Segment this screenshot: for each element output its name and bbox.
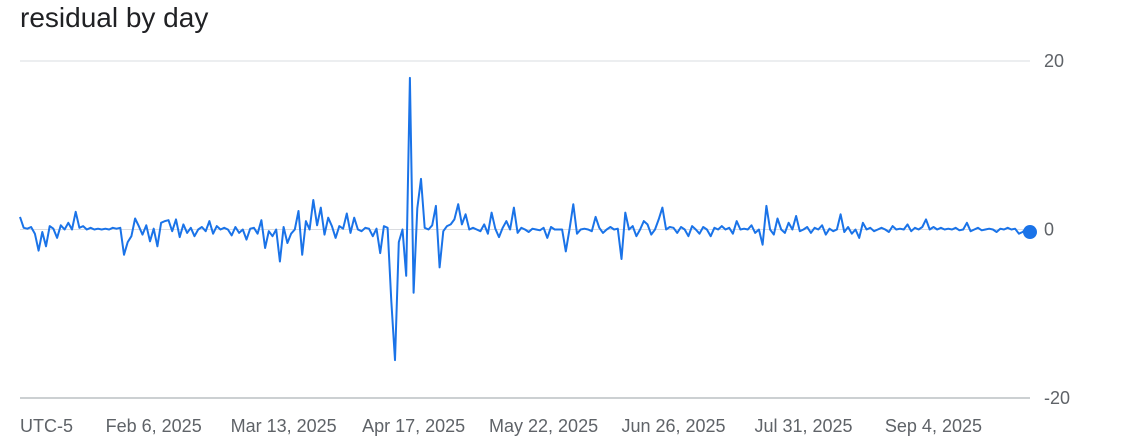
y-tick-label: -20 <box>1044 388 1070 408</box>
x-tick-label: Apr 17, 2025 <box>362 416 465 436</box>
series-layer <box>19 76 1031 362</box>
x-tick-label: Jun 26, 2025 <box>621 416 725 436</box>
series-line <box>19 76 1031 362</box>
x-tick-label: May 22, 2025 <box>489 416 598 436</box>
x-tick-label: Mar 13, 2025 <box>231 416 337 436</box>
latest-point-marker <box>1023 225 1037 240</box>
x-tick-label: Jul 31, 2025 <box>754 416 852 436</box>
chart-title: residual by day <box>20 2 209 33</box>
y-axis-tick-labels: 20 0 -20 <box>1044 51 1070 408</box>
y-tick-label: 20 <box>1044 51 1064 71</box>
x-tick-label: Feb 6, 2025 <box>106 416 202 436</box>
x-tick-label: Sep 4, 2025 <box>885 416 982 436</box>
x-axis-tick-labels: UTC-5 Feb 6, 2025 Mar 13, 2025 Apr 17, 2025… <box>20 416 982 436</box>
timezone-label: UTC-5 <box>20 416 73 436</box>
y-tick-label: 0 <box>1044 220 1054 240</box>
